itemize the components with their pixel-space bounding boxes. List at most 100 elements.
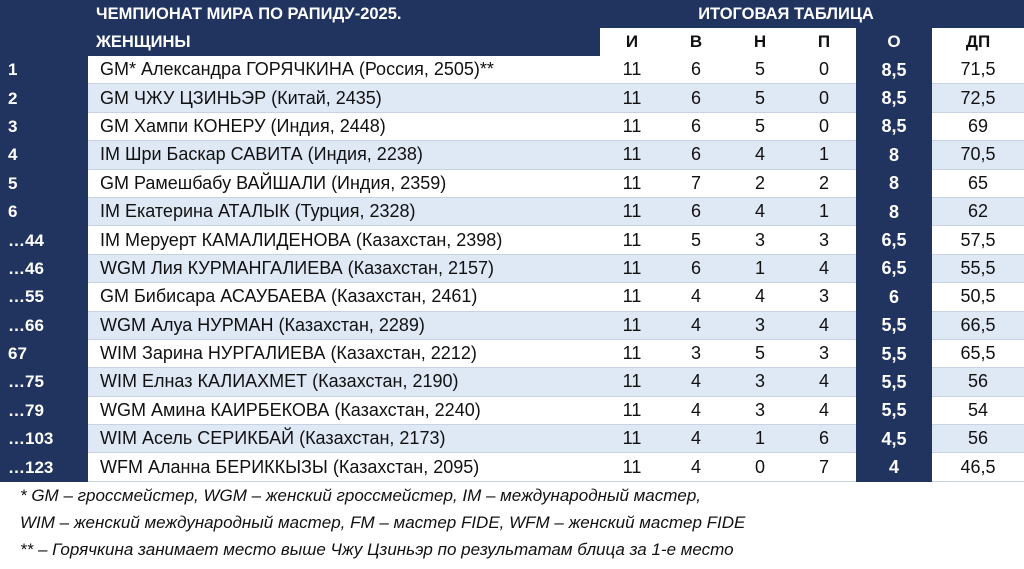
- row-tiebreak: 66,5: [932, 311, 1024, 340]
- table-title-line1: ЧЕМПИОНАТ МИРА ПО РАПИДУ-2025.: [88, 0, 600, 28]
- row-tiebreak: 62: [932, 197, 1024, 227]
- row-wins: 3: [664, 339, 728, 369]
- row-wins: 6: [664, 56, 728, 85]
- row-points: 6: [856, 283, 932, 312]
- row-place: 3: [0, 112, 88, 142]
- row-wins: 6: [664, 254, 728, 284]
- row-points: 5,5: [856, 311, 932, 340]
- row-wins: 5: [664, 226, 728, 255]
- col-header-draws: Н: [728, 28, 792, 56]
- row-player-name: WFM Аланна БЕРИККЫЗЫ (Казахстан, 2095): [88, 453, 600, 482]
- row-points: 5,5: [856, 339, 932, 369]
- row-losses: 4: [792, 368, 856, 397]
- row-points: 4,5: [856, 425, 932, 454]
- row-player-name: GM ЧЖУ ЦЗИНЬЭР (Китай, 2435): [88, 84, 600, 113]
- row-games: 11: [600, 396, 664, 426]
- row-wins: 4: [664, 283, 728, 312]
- row-games: 11: [600, 254, 664, 284]
- row-games: 11: [600, 197, 664, 227]
- row-player-name: IM Меруерт КАМАЛИДЕНОВА (Казахстан, 2398…: [88, 226, 600, 255]
- row-player-name: GM Бибисара АСАУБАЕВА (Казахстан, 2461): [88, 283, 600, 312]
- row-points: 8,5: [856, 112, 932, 142]
- row-wins: 6: [664, 112, 728, 142]
- row-place: …103: [0, 425, 88, 454]
- row-player-name: WGM Амина КАИРБЕКОВА (Казахстан, 2240): [88, 396, 600, 426]
- row-points: 8: [856, 197, 932, 227]
- row-place: 67: [0, 339, 88, 369]
- row-wins: 4: [664, 311, 728, 340]
- row-tiebreak: 65: [932, 169, 1024, 198]
- row-place: 5: [0, 169, 88, 198]
- row-tiebreak: 56: [932, 368, 1024, 397]
- row-points: 8: [856, 169, 932, 198]
- row-games: 11: [600, 368, 664, 397]
- row-losses: 0: [792, 84, 856, 113]
- footnote-tiebreak: ** – Горячкина занимает место выше Чжу Ц…: [20, 540, 734, 559]
- header-corner-left: [0, 0, 88, 56]
- row-tiebreak: 70,5: [932, 141, 1024, 170]
- row-draws: 3: [728, 226, 792, 255]
- row-place: …79: [0, 396, 88, 426]
- row-draws: 4: [728, 197, 792, 227]
- row-place: 6: [0, 197, 88, 227]
- row-wins: 4: [664, 453, 728, 482]
- col-header-losses: П: [792, 28, 856, 56]
- row-wins: 7: [664, 169, 728, 198]
- row-tiebreak: 50,5: [932, 283, 1024, 312]
- row-wins: 6: [664, 141, 728, 170]
- row-place: …75: [0, 368, 88, 397]
- row-points: 6,5: [856, 226, 932, 255]
- row-games: 11: [600, 339, 664, 369]
- row-losses: 7: [792, 453, 856, 482]
- footnote-titles-1: * GM – гроссмейстер, WGM – женский гросс…: [20, 486, 702, 505]
- row-draws: 4: [728, 141, 792, 170]
- row-place: …123: [0, 453, 88, 482]
- row-draws: 4: [728, 283, 792, 312]
- row-player-name: WIM Асель СЕРИКБАЙ (Казахстан, 2173): [88, 425, 600, 454]
- row-games: 11: [600, 311, 664, 340]
- row-tiebreak: 56: [932, 425, 1024, 454]
- row-wins: 6: [664, 197, 728, 227]
- row-place: 2: [0, 84, 88, 113]
- header-corner-right: [932, 0, 1024, 28]
- row-losses: 3: [792, 283, 856, 312]
- row-games: 11: [600, 425, 664, 454]
- row-points: 8,5: [856, 56, 932, 85]
- row-place: 1: [0, 56, 88, 85]
- row-losses: 3: [792, 339, 856, 369]
- row-games: 11: [600, 141, 664, 170]
- row-tiebreak: 46,5: [932, 453, 1024, 482]
- row-wins: 4: [664, 396, 728, 426]
- row-player-name: IM Екатерина АТАЛЫК (Турция, 2328): [88, 197, 600, 227]
- row-losses: 6: [792, 425, 856, 454]
- row-player-name: GM* Александра ГОРЯЧКИНА (Россия, 2505)*…: [88, 56, 600, 85]
- standings-table: ЧЕМПИОНАТ МИРА ПО РАПИДУ-2025. ИТОГОВАЯ …: [0, 0, 1024, 482]
- row-losses: 2: [792, 169, 856, 198]
- row-losses: 4: [792, 311, 856, 340]
- row-draws: 1: [728, 254, 792, 284]
- row-place: …44: [0, 226, 88, 255]
- row-losses: 0: [792, 56, 856, 85]
- row-points: 4: [856, 453, 932, 482]
- row-draws: 3: [728, 311, 792, 340]
- row-draws: 3: [728, 396, 792, 426]
- row-games: 11: [600, 56, 664, 85]
- row-games: 11: [600, 169, 664, 198]
- row-draws: 5: [728, 112, 792, 142]
- row-games: 11: [600, 453, 664, 482]
- row-tiebreak: 55,5: [932, 254, 1024, 284]
- row-player-name: WGM Лия КУРМАНГАЛИЕВА (Казахстан, 2157): [88, 254, 600, 284]
- row-points: 8: [856, 141, 932, 170]
- row-points: 5,5: [856, 396, 932, 426]
- footnotes: * GM – гроссмейстер, WGM – женский гросс…: [20, 482, 1010, 563]
- footnote-titles-2: WIM – женский международный мастер, FM –…: [20, 513, 746, 532]
- row-draws: 5: [728, 84, 792, 113]
- row-tiebreak: 69: [932, 112, 1024, 142]
- row-player-name: WGM Алуа НУРМАН (Казахстан, 2289): [88, 311, 600, 340]
- row-games: 11: [600, 226, 664, 255]
- row-tiebreak: 57,5: [932, 226, 1024, 255]
- col-header-tiebreak: ДП: [932, 28, 1024, 56]
- row-games: 11: [600, 283, 664, 312]
- row-draws: 1: [728, 425, 792, 454]
- row-wins: 6: [664, 84, 728, 113]
